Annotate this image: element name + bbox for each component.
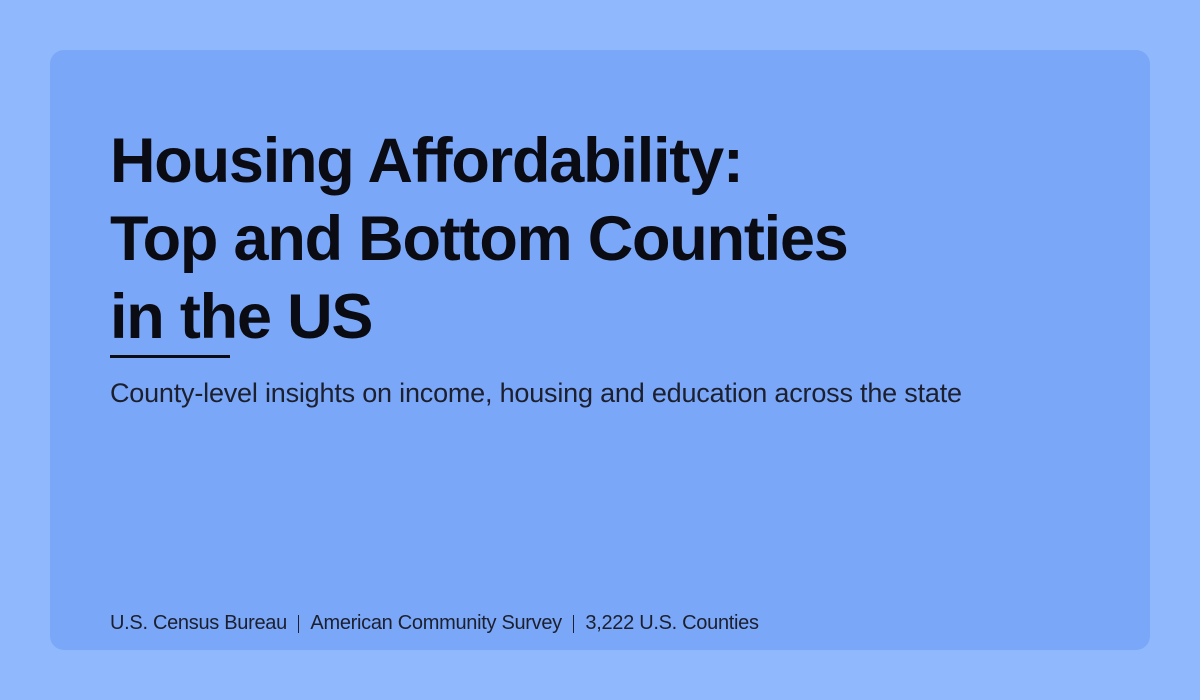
title: Housing Affordability: Top and Bottom Co…	[110, 122, 849, 356]
title-line: Housing Affordability:	[110, 126, 744, 196]
separator	[297, 614, 300, 633]
title-line: in the US	[110, 282, 373, 352]
separator	[572, 614, 575, 633]
card: Housing Affordability: Top and Bottom Co…	[50, 50, 1150, 650]
title-line: Top and Bottom Counties	[110, 204, 849, 274]
footer: U.S. Census Bureau American Community Su…	[110, 612, 759, 635]
subtitle: County-level insights on income, housing…	[110, 378, 962, 408]
footer-survey: American Community Survey	[310, 612, 562, 634]
title-underline	[110, 355, 230, 358]
footer-count: 3,222 U.S. Counties	[585, 612, 759, 634]
footer-source: U.S. Census Bureau	[110, 612, 287, 634]
